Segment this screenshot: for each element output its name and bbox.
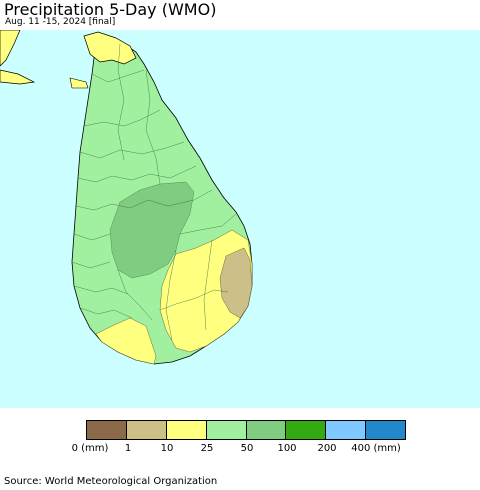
legend-swatch-0 [87,421,127,439]
district-boundaries [71,43,237,341]
legend-label-5: 100 [277,443,297,454]
legend-swatch-1 [126,421,167,439]
legend-labels: 0 (mm) 1 10 25 50 100 200 400 (mm) [0,443,480,457]
legend-label-3: 25 [200,443,214,454]
legend-label-7: 400 (mm) [351,443,401,454]
legend-label-6: 200 [317,443,337,454]
mannar-island [69,77,89,89]
legend-label-2: 10 [160,443,174,454]
jaffna-area [83,31,137,65]
legend-label-4: 50 [240,443,254,454]
color-legend [86,420,406,440]
east-coast-precip [219,247,253,319]
legend-swatch-4 [246,421,287,439]
precipitation-map [0,30,480,408]
legend-label-0: 0 (mm) [71,443,109,454]
southwest-precip [95,317,157,365]
legend-label-1: 1 [124,443,132,454]
map-subtitle: Aug. 11 -15, 2024 [final] [5,17,116,27]
map-title: Precipitation 5-Day (WMO) [4,0,217,19]
legend-swatch-5 [286,421,327,439]
legend-swatch-6 [326,421,367,439]
india-tip [0,69,36,85]
source-credit: Source: World Meteorological Organizatio… [4,476,218,487]
legend-swatch-2 [166,421,207,439]
legend-swatch-3 [206,421,247,439]
legend-swatch-7 [366,421,405,439]
india-coast [0,30,21,67]
